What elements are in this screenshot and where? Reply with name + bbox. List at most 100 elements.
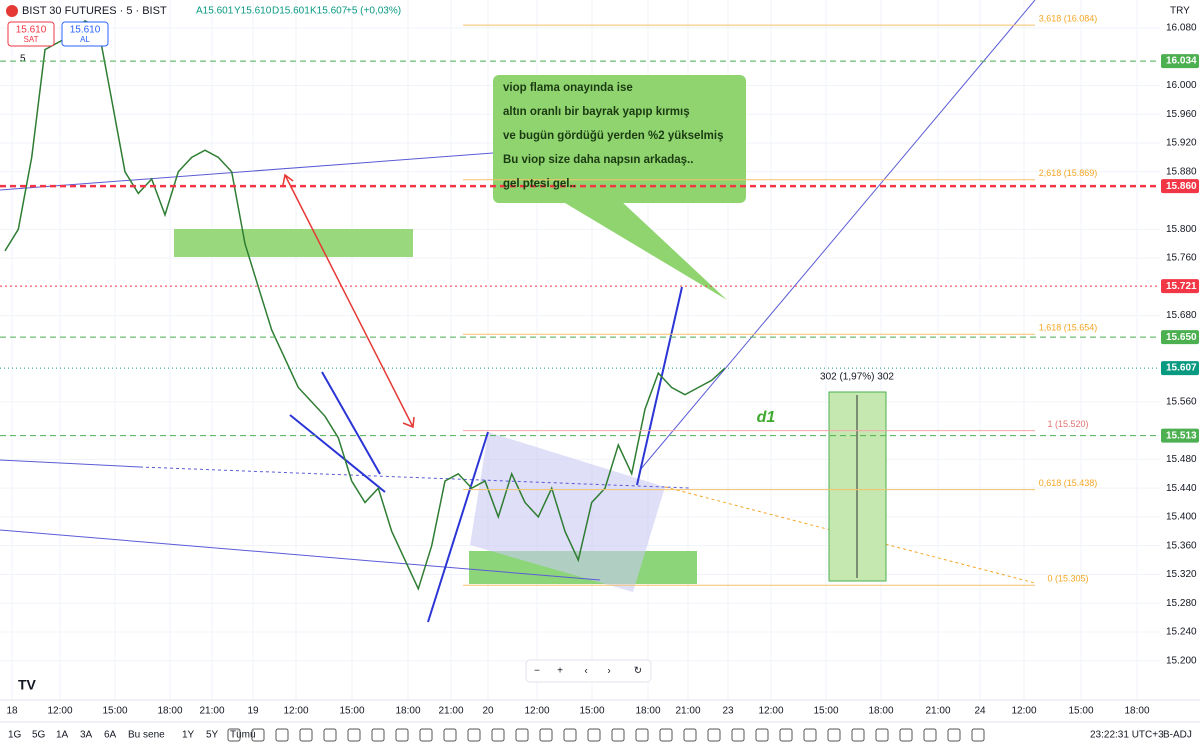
tool-icon[interactable] bbox=[755, 728, 769, 742]
range-button[interactable]: 5G bbox=[32, 730, 46, 741]
price-axis bbox=[1160, 0, 1200, 700]
buy-price[interactable]: 15.610 bbox=[70, 25, 101, 36]
time-tick-label: 21:00 bbox=[199, 706, 224, 717]
range-button[interactable]: 5Y bbox=[206, 730, 219, 741]
tool-icon[interactable] bbox=[971, 728, 985, 742]
callout-text: viop flama onayında ise bbox=[503, 82, 633, 94]
time-tick-label: 18:00 bbox=[1124, 706, 1149, 717]
fib-label: 2,618 (15.869) bbox=[1039, 168, 1098, 178]
tool-icon[interactable] bbox=[851, 728, 865, 742]
range-button[interactable]: 6A bbox=[104, 730, 117, 741]
zoom-in[interactable]: + bbox=[557, 666, 563, 677]
tool-icon[interactable] bbox=[347, 728, 361, 742]
level-label: 15.860 bbox=[1166, 181, 1197, 192]
tool-icon[interactable] bbox=[275, 728, 289, 742]
time-tick-label: 12:00 bbox=[1011, 706, 1036, 717]
range-button[interactable]: 1A bbox=[56, 730, 69, 741]
tool-icon[interactable] bbox=[779, 728, 793, 742]
price-tick-label: 15.800 bbox=[1166, 224, 1197, 235]
tool-icon[interactable] bbox=[707, 728, 721, 742]
fib-label: 0,618 (15.438) bbox=[1039, 478, 1098, 488]
callout bbox=[493, 75, 746, 203]
time-tick-label: 15:00 bbox=[579, 706, 604, 717]
price-tick-label: 15.280 bbox=[1166, 598, 1197, 609]
buy-button[interactable] bbox=[61, 21, 109, 47]
tool-icon[interactable] bbox=[563, 728, 577, 742]
level-label: 15.650 bbox=[1166, 332, 1197, 343]
fib-label: 1 (15.520) bbox=[1047, 419, 1088, 429]
price-tick-label: 15.560 bbox=[1166, 397, 1197, 408]
price-tick-label: 15.200 bbox=[1166, 655, 1197, 666]
price-tick-label: 15.880 bbox=[1166, 166, 1197, 177]
tool-icon[interactable] bbox=[803, 728, 817, 742]
trend-line bbox=[639, 0, 1036, 471]
tool-icon[interactable] bbox=[635, 728, 649, 742]
level-badge bbox=[1161, 361, 1199, 376]
tool-icon[interactable] bbox=[323, 728, 337, 742]
trend-line bbox=[0, 529, 601, 581]
range-button[interactable]: 1G bbox=[8, 730, 22, 741]
time-tick-label: 19 bbox=[247, 706, 259, 717]
tool-icon[interactable] bbox=[899, 728, 913, 742]
time-tick-label: 20 bbox=[482, 706, 494, 717]
arrow-head bbox=[402, 416, 415, 429]
nav-controls: − + ‹ › ↻ bbox=[525, 659, 652, 683]
trend-line bbox=[0, 459, 141, 468]
trend-line bbox=[0, 152, 494, 191]
level-label: 16.034 bbox=[1166, 56, 1197, 67]
tool-icon[interactable] bbox=[467, 728, 481, 742]
sell-button[interactable] bbox=[7, 21, 55, 47]
buy-label[interactable]: AL bbox=[80, 35, 90, 44]
callout-pointer bbox=[560, 200, 727, 300]
time-tick-label: 24 bbox=[974, 706, 986, 717]
time-tick-label: 12:00 bbox=[283, 706, 308, 717]
tool-icon[interactable] bbox=[683, 728, 697, 742]
tool-icon[interactable] bbox=[419, 728, 433, 742]
trend-line bbox=[321, 371, 381, 475]
tool-icon[interactable] bbox=[827, 728, 841, 742]
level-badge bbox=[1161, 179, 1199, 194]
tool-icon[interactable] bbox=[491, 728, 505, 742]
fib-extension bbox=[664, 486, 1036, 584]
tool-icon[interactable] bbox=[251, 728, 265, 742]
text-label: d1 bbox=[757, 409, 776, 426]
tool-icon[interactable] bbox=[923, 728, 937, 742]
brand: TV bbox=[18, 677, 37, 693]
sell-label[interactable]: SAT bbox=[24, 35, 39, 44]
price-tick-label: 15.240 bbox=[1166, 627, 1197, 638]
zoom-out[interactable]: − bbox=[534, 666, 540, 677]
scroll-left[interactable]: ‹ bbox=[584, 666, 587, 677]
tool-icon[interactable] bbox=[515, 728, 529, 742]
tool-icon[interactable] bbox=[659, 728, 673, 742]
price-tick-label: 15.320 bbox=[1166, 569, 1197, 580]
price-tick-label: 15.760 bbox=[1166, 253, 1197, 264]
level-label: 15.721 bbox=[1166, 281, 1197, 292]
range-button[interactable]: Tümü bbox=[230, 730, 256, 741]
tool-icon[interactable] bbox=[227, 728, 241, 742]
arrow bbox=[284, 174, 414, 428]
currency[interactable]: TRY bbox=[1170, 6, 1190, 17]
tool-icon[interactable] bbox=[731, 728, 745, 742]
range-button[interactable]: Bu sene bbox=[128, 730, 165, 741]
tool-icon[interactable] bbox=[299, 728, 313, 742]
tool-icon[interactable] bbox=[947, 728, 961, 742]
tool-icon[interactable] bbox=[443, 728, 457, 742]
level-badge bbox=[1161, 428, 1199, 443]
adjust[interactable]: B-ADJ bbox=[1163, 730, 1192, 741]
reset[interactable]: ↻ bbox=[634, 666, 642, 677]
clock: 23:22:31 UTC+3 bbox=[1090, 730, 1164, 741]
tool-icon[interactable] bbox=[395, 728, 409, 742]
tool-icon[interactable] bbox=[371, 728, 385, 742]
time-tick-label: 18:00 bbox=[157, 706, 182, 717]
range-button[interactable]: 1Y bbox=[182, 730, 195, 741]
range-button[interactable]: 3A bbox=[80, 730, 93, 741]
time-tick-label: 18:00 bbox=[395, 706, 420, 717]
time-tick-label: 12:00 bbox=[524, 706, 549, 717]
tool-icon[interactable] bbox=[539, 728, 553, 742]
sell-price[interactable]: 15.610 bbox=[16, 25, 47, 36]
tool-icon[interactable] bbox=[587, 728, 601, 742]
tool-icon[interactable] bbox=[875, 728, 889, 742]
callout-text: Bu viop size daha napsın arkadaş.. bbox=[503, 154, 693, 166]
tool-icon[interactable] bbox=[611, 728, 625, 742]
scroll-right[interactable]: › bbox=[607, 666, 610, 677]
